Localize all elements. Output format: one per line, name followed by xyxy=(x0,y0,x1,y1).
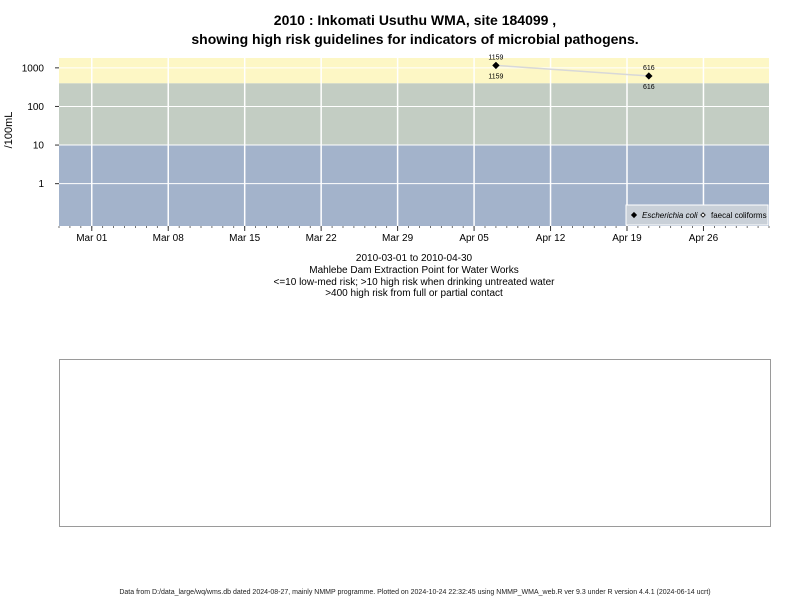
y-axis-label: /100mL xyxy=(3,112,15,149)
data-label-escherichia-coli: 1159 xyxy=(488,54,503,61)
footer-note: Data from D:/data_large/wq/wms.db dated … xyxy=(119,589,711,596)
data-label-escherichia-coli: 616 xyxy=(643,65,655,72)
legend-label-faecal-coliforms: faecal coliforms xyxy=(711,211,767,220)
data-label-faecal-coliforms: 616 xyxy=(643,84,655,91)
risk-band-1 xyxy=(59,83,769,146)
grid-lines xyxy=(59,58,769,226)
legend-marker-faecal-coliforms xyxy=(700,212,706,218)
legend-box xyxy=(625,204,769,226)
x-tick-label: Mar 29 xyxy=(382,233,414,244)
y-tick-label: 10 xyxy=(33,141,45,152)
y-tick-label: 1000 xyxy=(22,63,45,74)
risk-note-contact: >400 high risk from full or partial cont… xyxy=(325,288,503,299)
chart-title-line-2: showing high risk guidelines for indicat… xyxy=(191,31,639,47)
risk-bands xyxy=(59,58,769,226)
chart-title-line-1: 2010 : Inkomati Usuthu WMA, site 184099 … xyxy=(273,12,557,28)
y-tick-label: 100 xyxy=(27,102,44,113)
x-tick-label: Apr 19 xyxy=(612,233,642,244)
x-tick-label: Apr 12 xyxy=(536,233,566,244)
legend-label-escherichia-coli: Escherichia coli xyxy=(642,211,698,220)
axes: 1 10 100 1000/100mL Mar 01 Mar 08 Mar 15 Mar 22… xyxy=(3,63,770,244)
point-escherichia-coli xyxy=(645,72,653,80)
x-tick-label: Mar 01 xyxy=(76,233,108,244)
site-name-caption: Mahlebe Dam Extraction Point for Water W… xyxy=(309,265,519,276)
data-label-faecal-coliforms: 1159 xyxy=(488,73,503,80)
empty-plot-panel xyxy=(59,359,771,527)
series-connector xyxy=(495,64,649,77)
x-tick-label: Mar 08 xyxy=(153,233,185,244)
y-tick-label: 1 xyxy=(38,179,44,190)
microbial-chart: 1 10 100 1000/100mL Mar 01 Mar 08 Mar 15 Mar 22… xyxy=(3,54,770,244)
data-marks: 1159 616 1159 616 xyxy=(488,54,654,91)
legend: Escherichia coli faecal coliforms xyxy=(625,204,769,226)
x-tick-label: Mar 22 xyxy=(306,233,338,244)
x-tick-label: Mar 15 xyxy=(229,233,261,244)
x-tick-label: Apr 05 xyxy=(459,233,489,244)
legend-marker-escherichia-coli xyxy=(630,211,638,219)
point-escherichia-coli xyxy=(492,61,500,69)
x-tick-label: Apr 26 xyxy=(689,233,719,244)
risk-band-2 xyxy=(59,58,769,84)
date-range-caption: 2010-03-01 to 2010-04-30 xyxy=(355,253,473,264)
risk-note-drinking: <=10 low-med risk; >10 high risk when dr… xyxy=(273,277,555,288)
